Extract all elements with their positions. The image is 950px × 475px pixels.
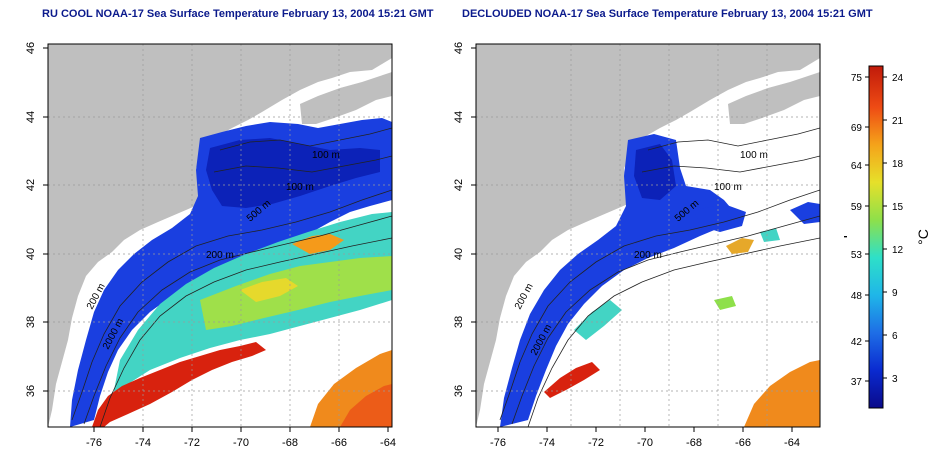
warm-patch: [726, 238, 754, 254]
y-tick-label: 38: [453, 316, 465, 328]
y-tick-label: 38: [25, 316, 37, 328]
x-tick-label: -74: [135, 437, 151, 449]
x-tick-label: -64: [380, 437, 396, 449]
fahrenheit-tick: 42: [851, 337, 863, 348]
x-tick-label: -64: [784, 437, 800, 449]
celsius-tick: 6: [892, 331, 898, 342]
y-tick-label: 36: [453, 385, 465, 397]
celsius-tick: 21: [892, 116, 904, 127]
contour-label: 100 m: [286, 182, 314, 193]
contour-label: 100 m: [740, 150, 768, 161]
slope-water: [574, 300, 622, 340]
land-mass: [476, 44, 820, 427]
contour-label: 100 m: [714, 182, 742, 193]
x-tick-label: -70: [637, 437, 653, 449]
gulf-stream: [544, 362, 600, 398]
y-tick-label: 44: [25, 111, 37, 123]
y-tick-label: 44: [453, 111, 465, 123]
shelf-patch-east: [694, 204, 746, 232]
x-tick-label: -74: [539, 437, 555, 449]
contour-label: 200 m: [634, 250, 662, 261]
land-mass: [48, 44, 392, 427]
y-tick-label: 40: [453, 248, 465, 260]
x-tick-label: -68: [686, 437, 702, 449]
x-tick-label: -70: [233, 437, 249, 449]
x-tick-label: -72: [588, 437, 604, 449]
x-tick-label: -72: [184, 437, 200, 449]
colorbar-gradient: [868, 65, 884, 409]
shelf-water-cold: [70, 118, 392, 427]
nova-scotia-land: [300, 72, 392, 124]
celsius-tick: 24: [892, 73, 904, 84]
fahrenheit-tick: 53: [851, 250, 863, 261]
fahrenheit-tick: 69: [851, 123, 863, 134]
y-tick-label: 40: [25, 248, 37, 260]
lat-lon-grid: [476, 44, 820, 427]
right-map-title: DECLOUDED NOAA-17 Sea Surface Temperatur…: [462, 8, 873, 20]
contour-label: 200 m: [206, 250, 234, 261]
y-tick-label: 42: [25, 179, 37, 191]
shelf-water-cold: [500, 134, 736, 427]
scattered-patch-green: [714, 296, 736, 310]
fahrenheit-axis-label: °F: [844, 230, 850, 244]
fahrenheit-tick: 75: [851, 73, 863, 84]
map-frame: [475, 43, 821, 428]
bathymetry-contours: [499, 127, 820, 427]
x-tick-label: -66: [735, 437, 751, 449]
shelf-patch-ne: [790, 202, 820, 224]
shelf-water-deep: [206, 138, 380, 208]
right-sst-map: 100 m 100 m 2000 m 200 m 200 m 500 m -76…: [453, 42, 821, 449]
celsius-tick: 15: [892, 202, 904, 213]
x-tick-label: -68: [282, 437, 298, 449]
gulf-stream: [92, 342, 266, 427]
warm-eddy-orange: [744, 360, 820, 427]
y-tick-label: 46: [25, 42, 37, 54]
fahrenheit-tick: 59: [851, 202, 863, 213]
fahrenheit-tick: 64: [851, 161, 863, 172]
celsius-tick: 12: [892, 245, 904, 256]
celsius-tick: 3: [892, 374, 898, 385]
fahrenheit-tick: 48: [851, 291, 863, 302]
warm-filament: [292, 234, 344, 254]
x-tick-label: -76: [86, 437, 102, 449]
celsius-axis-label: °C: [915, 229, 931, 245]
y-tick-label: 36: [25, 385, 37, 397]
temperature-colorbar: 75 69 64 59 53 48 42 37 24 21 18 15 12 9…: [844, 65, 931, 409]
slope-water-warm: [200, 256, 392, 330]
left-map-title: RU COOL NOAA-17 Sea Surface Temperature …: [42, 8, 434, 20]
slope-water-yellow: [240, 278, 298, 302]
x-tick-label: -76: [490, 437, 506, 449]
fahrenheit-tick: 37: [851, 377, 863, 388]
celsius-tick: 9: [892, 288, 898, 299]
x-tick-label: -66: [331, 437, 347, 449]
celsius-tick: 18: [892, 159, 904, 170]
y-tick-label: 46: [453, 42, 465, 54]
contour-label: 100 m: [312, 150, 340, 161]
map-frame: [47, 43, 393, 428]
y-tick-label: 42: [453, 179, 465, 191]
shelf-water-deep: [634, 144, 676, 200]
nova-scotia-land: [728, 72, 820, 124]
left-sst-map: 100 m 100 m 2000 m 200 m 200 m 500 m -76…: [25, 42, 396, 449]
warm-eddy-orange-2: [340, 384, 392, 427]
lat-lon-grid: [48, 44, 392, 427]
bathymetry-contours: [71, 127, 392, 427]
